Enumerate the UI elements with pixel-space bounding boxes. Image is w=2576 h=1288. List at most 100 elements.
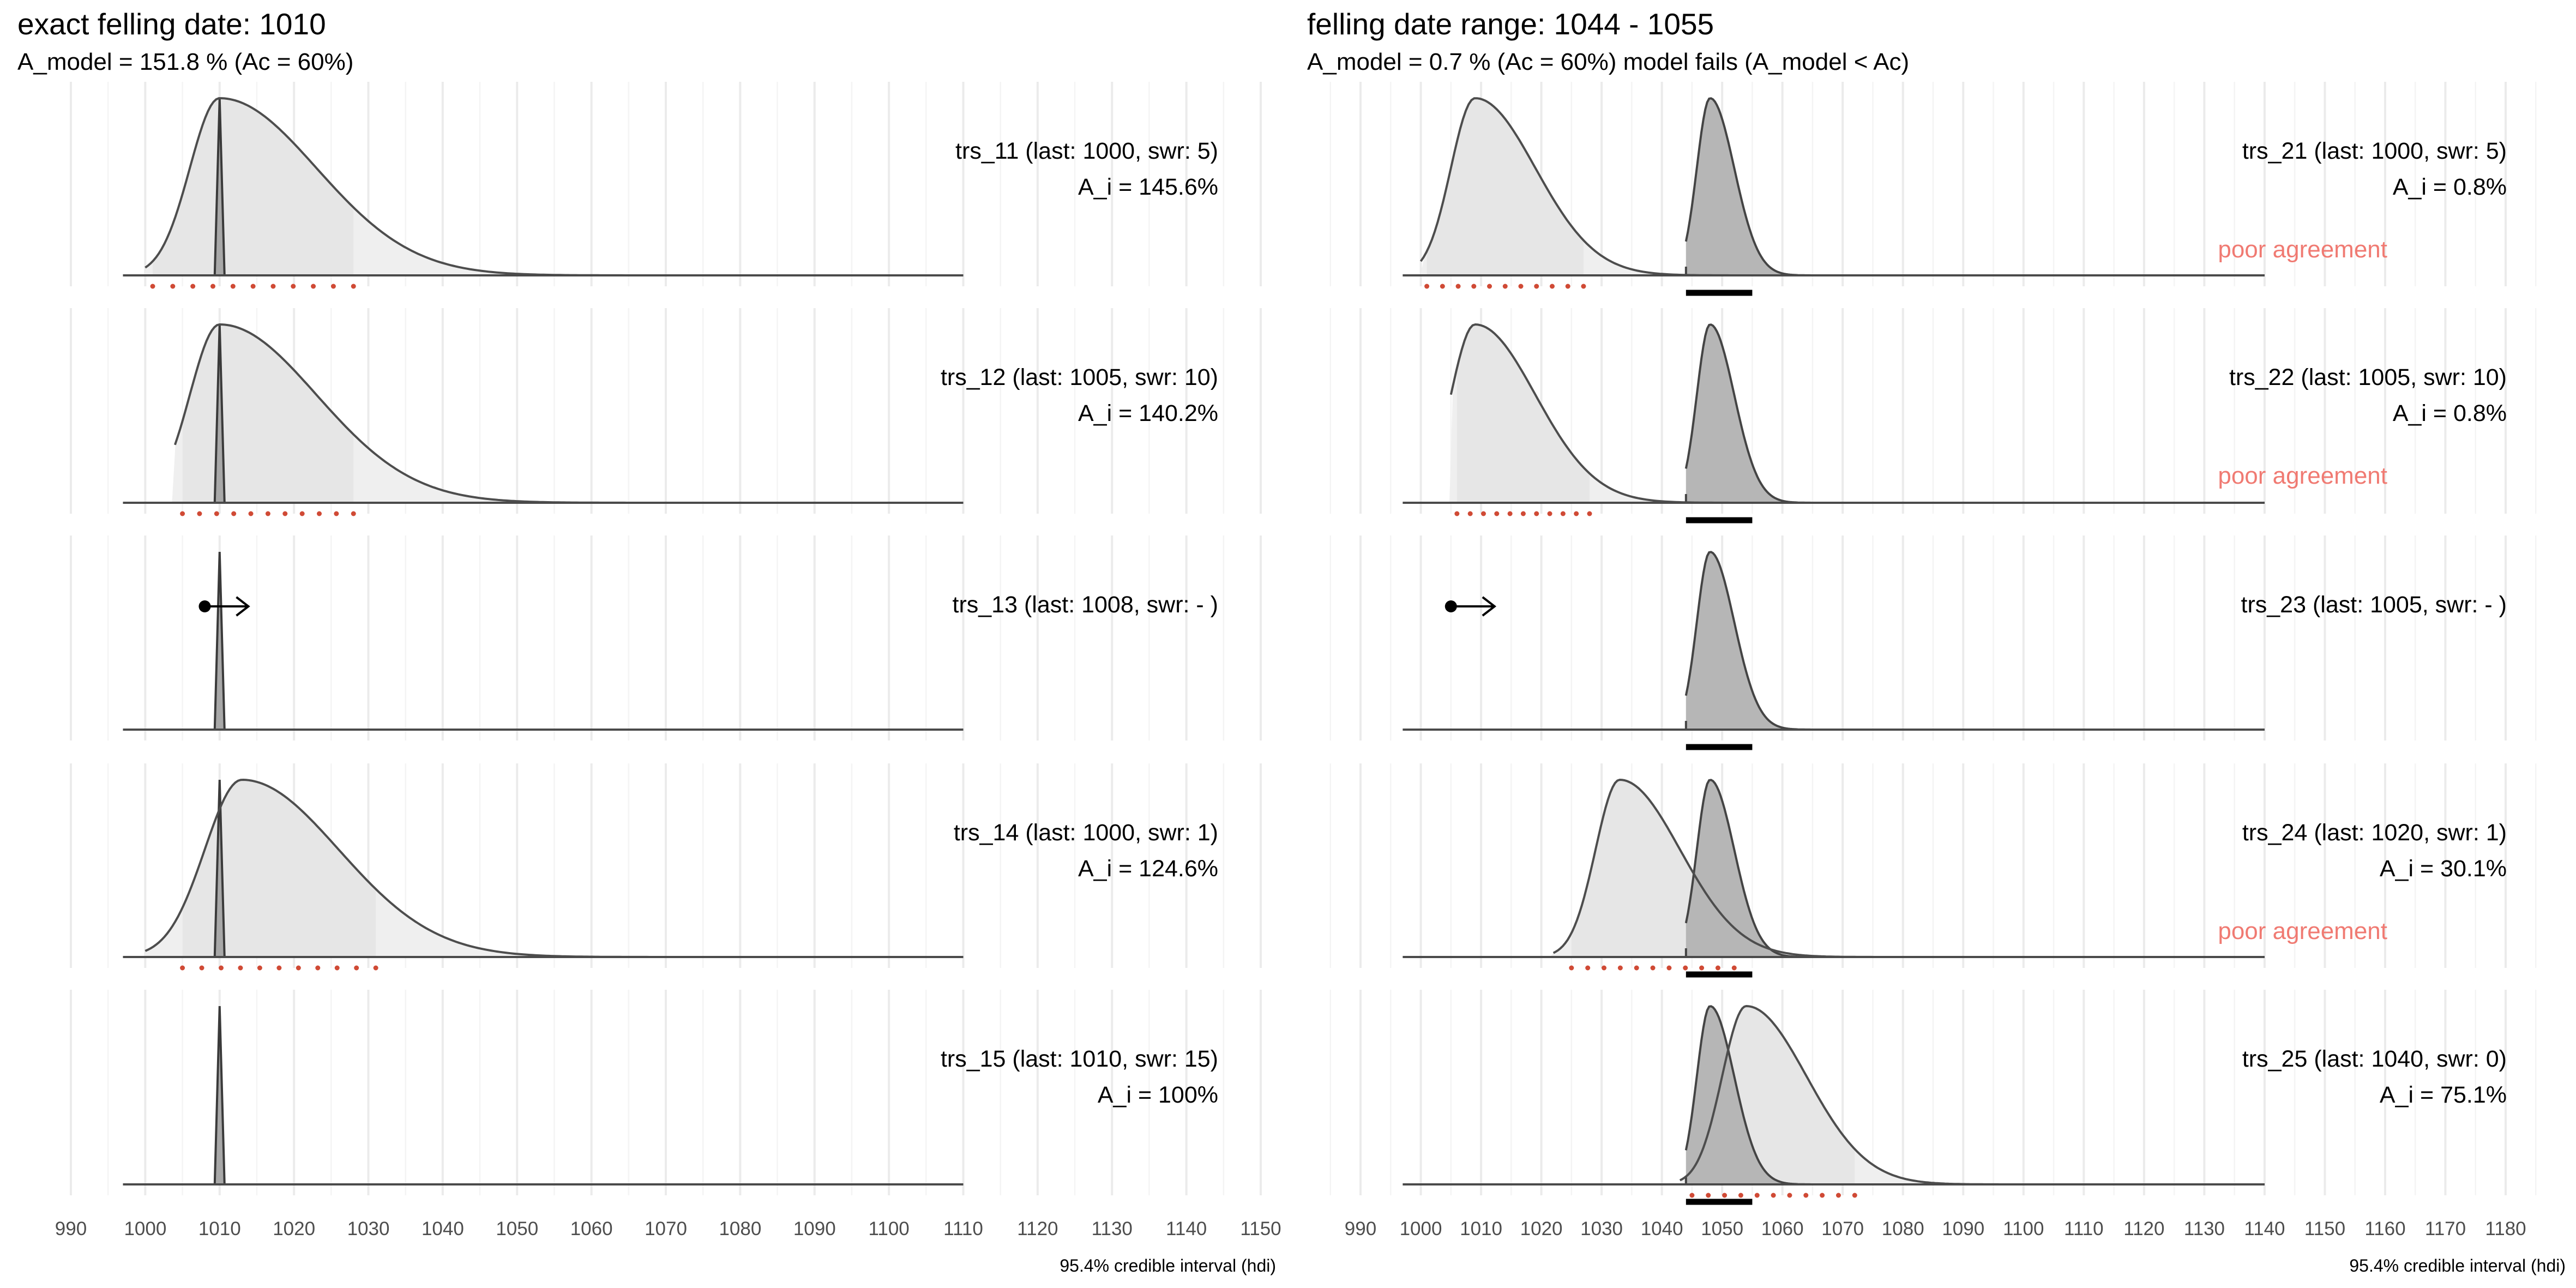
facet-plot xyxy=(1403,323,2265,504)
panel-title: exact felling date: 1010 xyxy=(17,7,326,41)
x-tick-label: 1090 xyxy=(793,1218,836,1239)
hdi-dot xyxy=(1715,965,1720,971)
hdi-dot xyxy=(1650,965,1656,971)
hdi-interval-dots xyxy=(1424,284,1586,289)
hdi-interval-dots xyxy=(180,511,356,516)
x-tick-label: 1100 xyxy=(868,1218,909,1239)
hdi-dot xyxy=(1534,284,1539,289)
hdi-dot xyxy=(190,284,196,289)
x-tick-label: 1050 xyxy=(496,1218,538,1239)
hdi-dot xyxy=(170,284,176,289)
hdi-dot xyxy=(373,965,378,971)
tree-density-hdi-area xyxy=(182,780,376,957)
hdi-dot xyxy=(1574,511,1579,516)
series-label: trs_21 (last: 1000, swr: 5) xyxy=(2242,138,2507,164)
poor-agreement-flag: poor agreement xyxy=(2218,918,2387,944)
agreement-index: A_i = 0.8% xyxy=(2393,174,2507,200)
facet-plot xyxy=(123,323,964,504)
model-spike xyxy=(213,1006,226,1185)
hdi-dot xyxy=(231,511,237,516)
facet-row: trs_21 (last: 1000, swr: 5) A_i = 0.8% poo… xyxy=(1329,82,2537,296)
series-label: trs_23 (last: 1005, swr: - ) xyxy=(2241,592,2507,618)
hdi-dot xyxy=(1617,965,1623,971)
hdi-dot xyxy=(276,965,282,971)
hdi-dot xyxy=(330,284,336,289)
model-density-area xyxy=(1686,98,2265,275)
x-tick-label: 1070 xyxy=(1821,1218,1864,1239)
x-tick-label: 1120 xyxy=(2123,1218,2164,1239)
x-tick-label: 1060 xyxy=(1761,1218,1804,1239)
hdi-dot xyxy=(1569,965,1574,971)
hdi-dot xyxy=(1534,511,1539,516)
hdi-dot xyxy=(218,965,224,971)
hdi-dot xyxy=(1602,965,1607,971)
hdi-dot xyxy=(210,284,215,289)
facet-row: trs_25 (last: 1040, swr: 0) A_i = 75.1% xyxy=(1329,990,2537,1205)
model-density-line xyxy=(1684,323,2265,504)
hdi-dot xyxy=(1424,284,1430,289)
hdi-interval-dots xyxy=(150,284,356,289)
hdi-dot xyxy=(1738,1193,1743,1198)
hdi-dot xyxy=(1565,284,1570,289)
grid-lines xyxy=(70,308,1262,514)
x-tick-label: 1050 xyxy=(1701,1218,1743,1239)
series-label: trs_15 (last: 1010, swr: 15) xyxy=(941,1046,1218,1072)
agreement-index: A_i = 0.8% xyxy=(2393,400,2507,426)
panel-2: felling date range: 1044 - 1055 A_model =… xyxy=(1307,7,2566,1275)
hdi-dot xyxy=(1731,965,1737,971)
hdi-dot xyxy=(354,965,359,971)
hdi-dot xyxy=(1722,1193,1728,1198)
hdi-dot xyxy=(1549,284,1555,289)
model-density-area xyxy=(1686,552,2265,730)
hdi-dot xyxy=(316,511,322,516)
hdi-interval-dots xyxy=(180,965,378,971)
x-tick-label: 1120 xyxy=(1017,1218,1058,1239)
facet-row: trs_13 (last: 1008, swr: - ) xyxy=(70,535,1262,741)
series-label: trs_22 (last: 1005, swr: 10) xyxy=(2229,364,2507,390)
agreement-index: A_i = 124.6% xyxy=(1078,856,1218,882)
tree-density-hdi-area xyxy=(182,324,354,503)
x-tick-label: 1000 xyxy=(1400,1218,1442,1239)
x-tick-label: 1130 xyxy=(1092,1218,1133,1239)
grid-lines xyxy=(1329,82,2537,286)
hdi-dot xyxy=(1455,284,1461,289)
poor-agreement-flag: poor agreement xyxy=(2218,236,2387,263)
hdi-dot xyxy=(299,511,305,516)
facet-row: trs_24 (last: 1020, swr: 1) A_i = 30.1% po… xyxy=(1329,763,2537,978)
x-tick-label: 1180 xyxy=(2485,1218,2526,1239)
hdi-dot xyxy=(291,284,296,289)
x-tick-label: 1040 xyxy=(1641,1218,1683,1239)
series-label: trs_13 (last: 1008, swr: - ) xyxy=(953,592,1219,618)
x-tick-label: 1060 xyxy=(570,1218,613,1239)
model-density-area xyxy=(1686,780,2265,957)
hdi-dot xyxy=(214,511,219,516)
hdi-dot xyxy=(1480,511,1486,516)
model-density-area xyxy=(1686,324,2265,503)
facet-plot xyxy=(213,551,226,731)
grid-lines xyxy=(70,535,1262,741)
grid-lines xyxy=(1329,990,2537,1195)
facet-plot xyxy=(1684,551,2265,731)
hdi-dot xyxy=(150,284,155,289)
hdi-dot xyxy=(282,511,288,516)
hdi-dot xyxy=(1666,965,1672,971)
hdi-dot xyxy=(1706,1193,1711,1198)
agreement-index: A_i = 140.2% xyxy=(1078,400,1218,426)
hdi-dot xyxy=(1547,511,1552,516)
x-tick-label: 1080 xyxy=(1882,1218,1924,1239)
hdi-dot xyxy=(180,965,185,971)
arrow-head xyxy=(1482,596,1497,617)
series-label: trs_11 (last: 1000, swr: 5) xyxy=(955,138,1218,164)
hdi-dot xyxy=(1502,284,1508,289)
hdi-dot xyxy=(1585,965,1591,971)
x-tick-label: 1100 xyxy=(2003,1218,2044,1239)
hdi-dot xyxy=(1835,1193,1841,1198)
hdi-dot xyxy=(1754,1193,1760,1198)
x-tick-label: 1110 xyxy=(2064,1218,2104,1239)
hdi-dot xyxy=(1520,511,1526,516)
tree-density-hdi-area xyxy=(1456,324,1590,503)
hdi-dot xyxy=(311,284,316,289)
x-tick-label: 990 xyxy=(55,1218,87,1239)
hdi-dot xyxy=(238,965,243,971)
hdi-interval-dots xyxy=(1454,511,1592,516)
